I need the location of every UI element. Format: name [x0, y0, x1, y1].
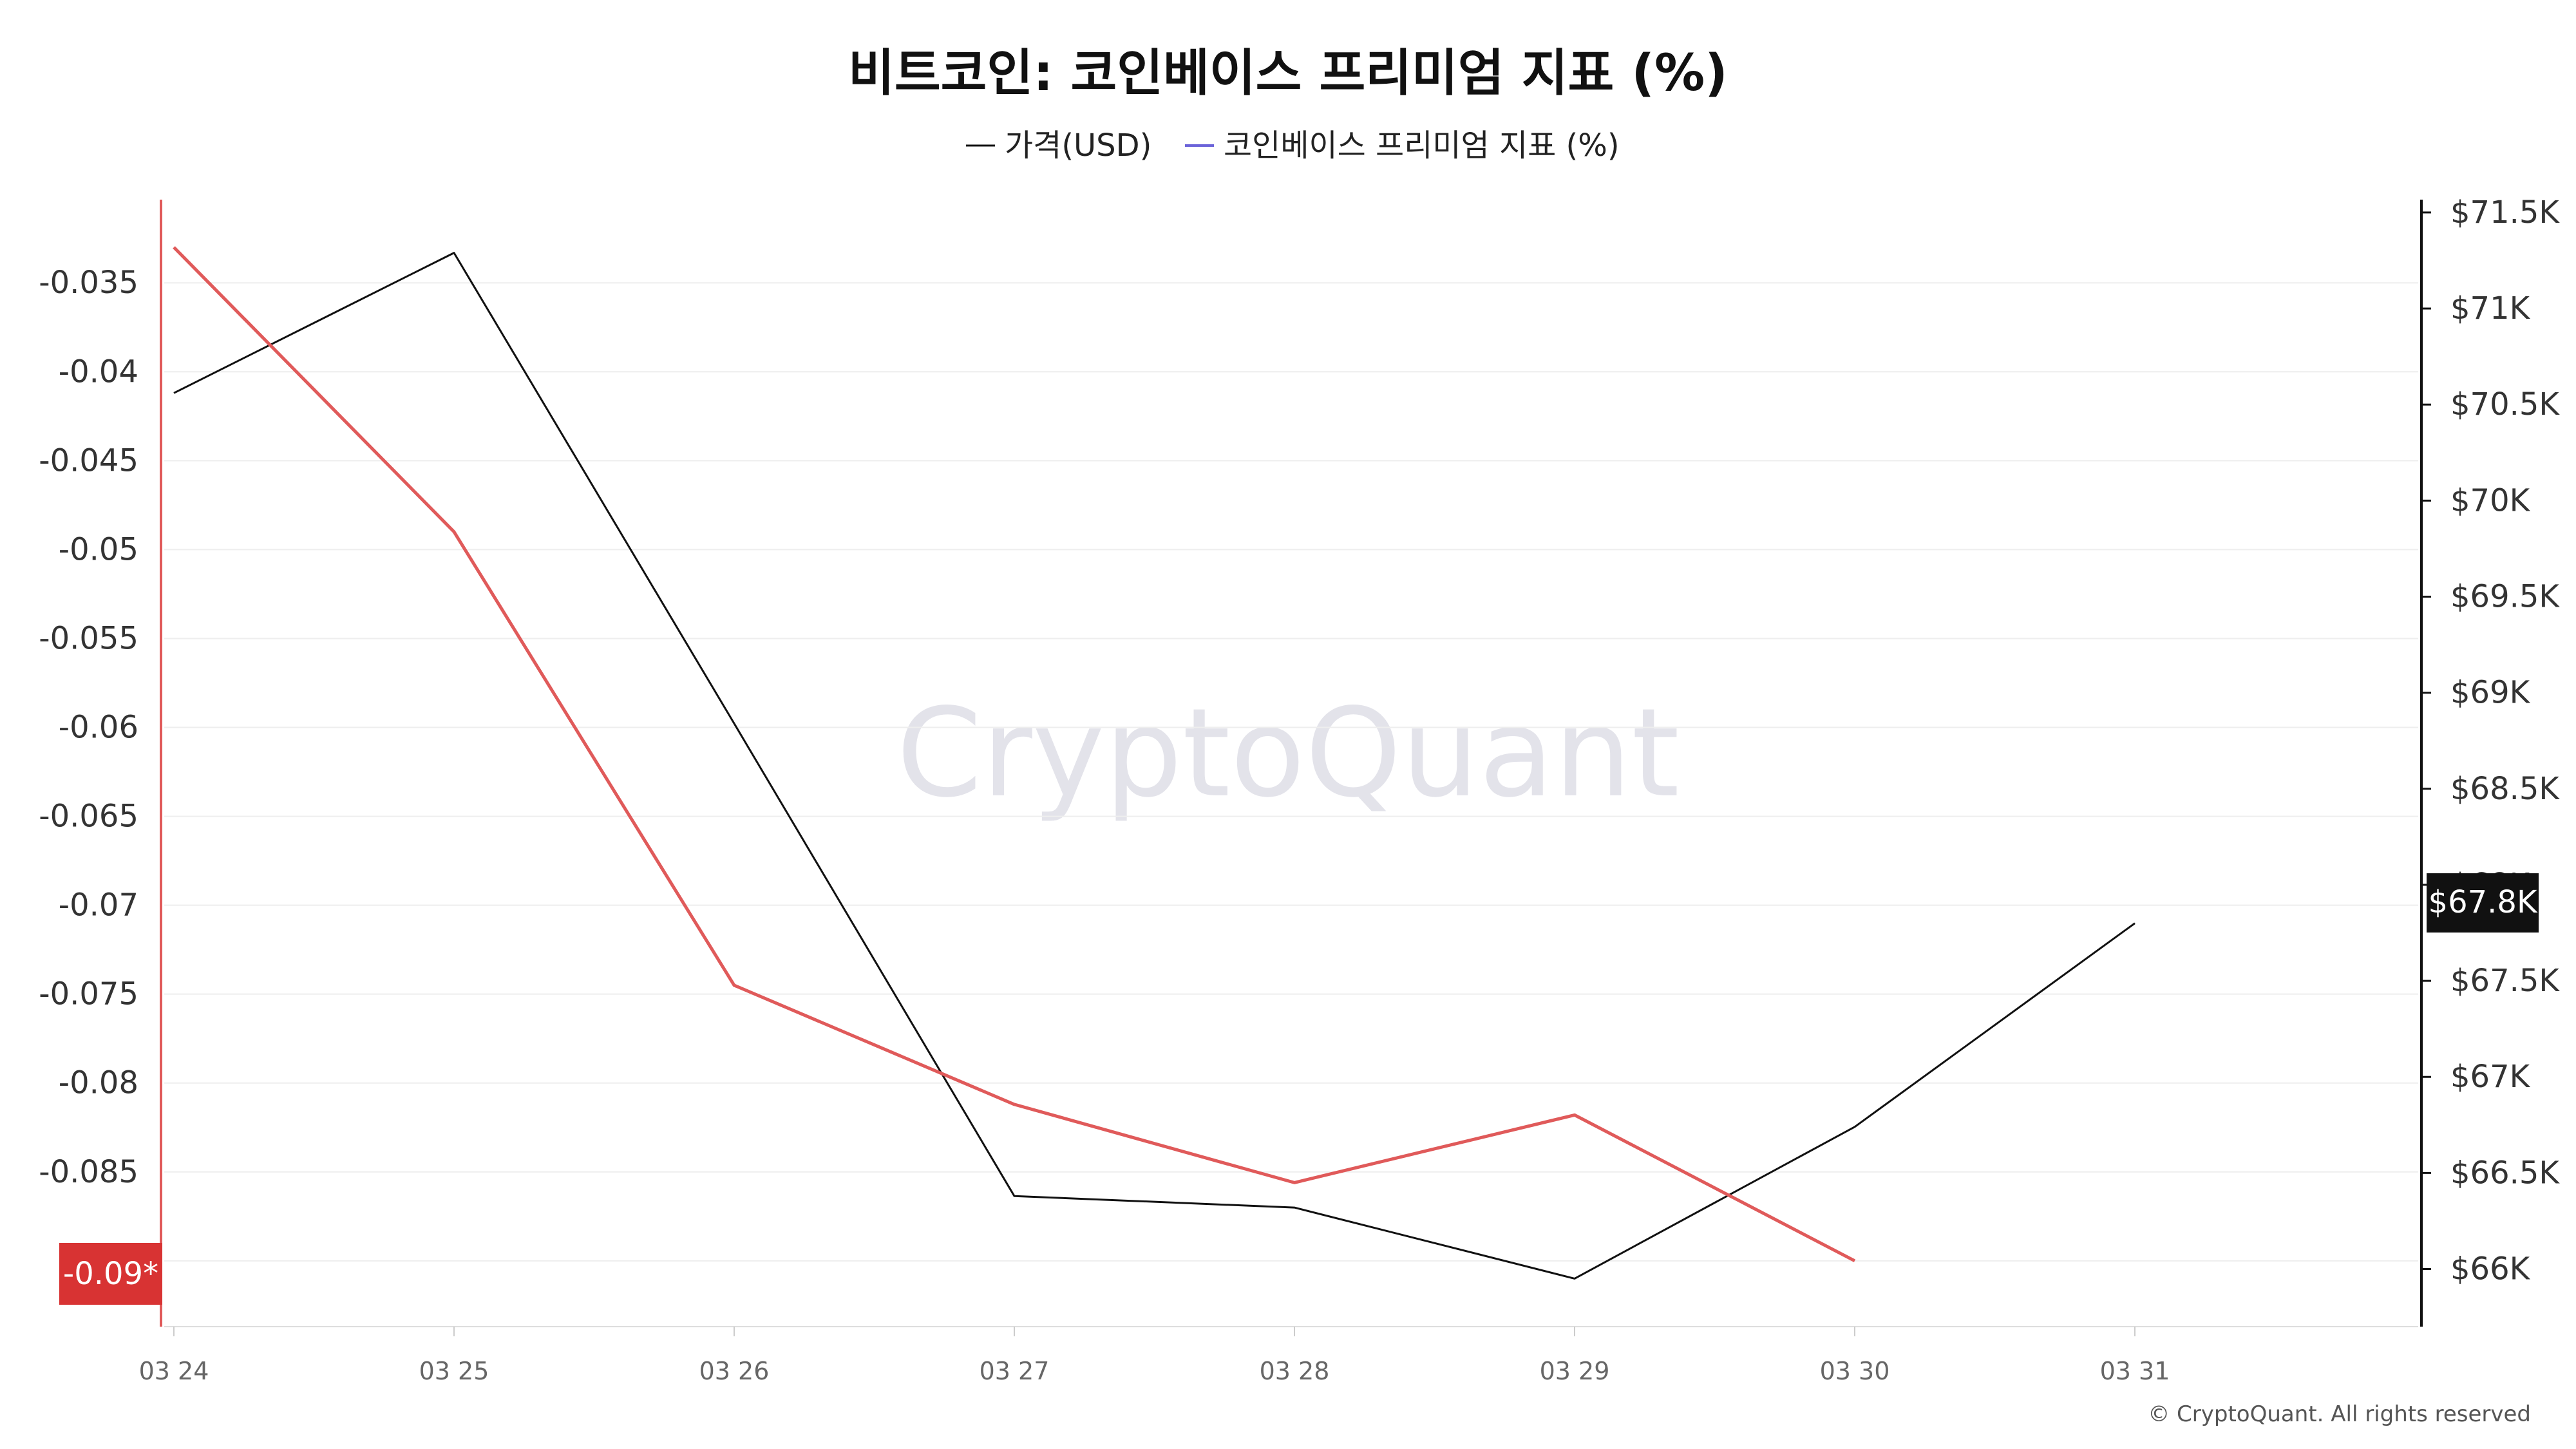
left-tick-label: -0.035	[39, 265, 138, 301]
left-tick-label: -0.05	[59, 531, 138, 567]
x-tick-label: 03 25	[419, 1357, 489, 1385]
x-tick-label: 03 26	[699, 1357, 770, 1385]
right-tick-label: $71K	[2450, 290, 2531, 327]
legend-label-price: 가격(USD)	[1005, 128, 1151, 164]
left-tick-label: -0.06	[59, 710, 138, 746]
chart-title: 비트코인: 코인베이스 프리미엄 지표 (%)	[848, 44, 1728, 102]
watermark: CryptoQuant	[896, 682, 1680, 824]
right-tick-label: $66K	[2450, 1251, 2531, 1287]
left-tick-label: -0.08	[59, 1065, 138, 1101]
left-tick-label: -0.07	[59, 887, 138, 923]
legend-label-premium: 코인베이스 프리미엄 지표 (%)	[1224, 128, 1620, 164]
series	[173, 246, 2136, 1280]
price-line	[173, 252, 2136, 1280]
right-tick-label: $66.5K	[2450, 1155, 2560, 1191]
left-badge-bg	[59, 1243, 162, 1305]
left-tick-label: -0.045	[39, 442, 138, 478]
grid	[164, 282, 2418, 1262]
x-tick-label: 03 27	[980, 1357, 1050, 1385]
right-axis-ticks: $66K$66.5K$67K$67.5K$68K$68.5K$69K$69.5K…	[2421, 194, 2560, 1287]
x-axis-ticks: 03 24 03 25 03 26 03 27 03 28 03 29 03 30 03 31	[139, 1327, 2170, 1385]
x-tick-label: 03 30	[1820, 1357, 1890, 1385]
left-tick-label: -0.075	[39, 976, 138, 1012]
right-badge-label: $67.8K	[2429, 884, 2538, 920]
left-axis-ticks: -0.035 -0.04 -0.045 -0.05 -0.055 -0.06 -0.065 -…	[39, 265, 138, 1279]
left-tick-label: -0.04	[59, 354, 138, 390]
right-badge-bg	[2427, 873, 2539, 933]
x-tick-label: 03 31	[2100, 1357, 2170, 1385]
right-tick-label: $71.5K	[2450, 194, 2560, 231]
right-tick-label: $70K	[2450, 482, 2531, 518]
legend: 가격(USD) 코인베이스 프리미엄 지표 (%)	[966, 128, 1620, 164]
right-current-badge: $67.8K	[2427, 873, 2539, 933]
left-tick-label: -0.085	[39, 1154, 138, 1190]
premium-line	[173, 246, 1856, 1263]
x-tick-label: 03 29	[1540, 1357, 1610, 1385]
x-tick-label: 03 28	[1260, 1357, 1330, 1385]
right-tick-label: $69.5K	[2450, 578, 2560, 614]
right-tick-label: $69K	[2450, 675, 2531, 711]
right-tick-label: $68.5K	[2450, 771, 2560, 807]
left-current-badge: -0.09*	[59, 1243, 162, 1305]
copyright: © CryptoQuant. All rights reserved	[2148, 1401, 2531, 1427]
left-tick-label: -0.065	[39, 799, 138, 835]
right-tick-label: $67.5K	[2450, 963, 2560, 999]
right-tick-label: $70.5K	[2450, 386, 2560, 422]
left-badge-label: -0.09*	[63, 1256, 158, 1292]
x-tick-label: 03 24	[139, 1357, 209, 1385]
left-tick-label: -0.055	[39, 620, 138, 656]
right-tick-label: $67K	[2450, 1059, 2531, 1095]
